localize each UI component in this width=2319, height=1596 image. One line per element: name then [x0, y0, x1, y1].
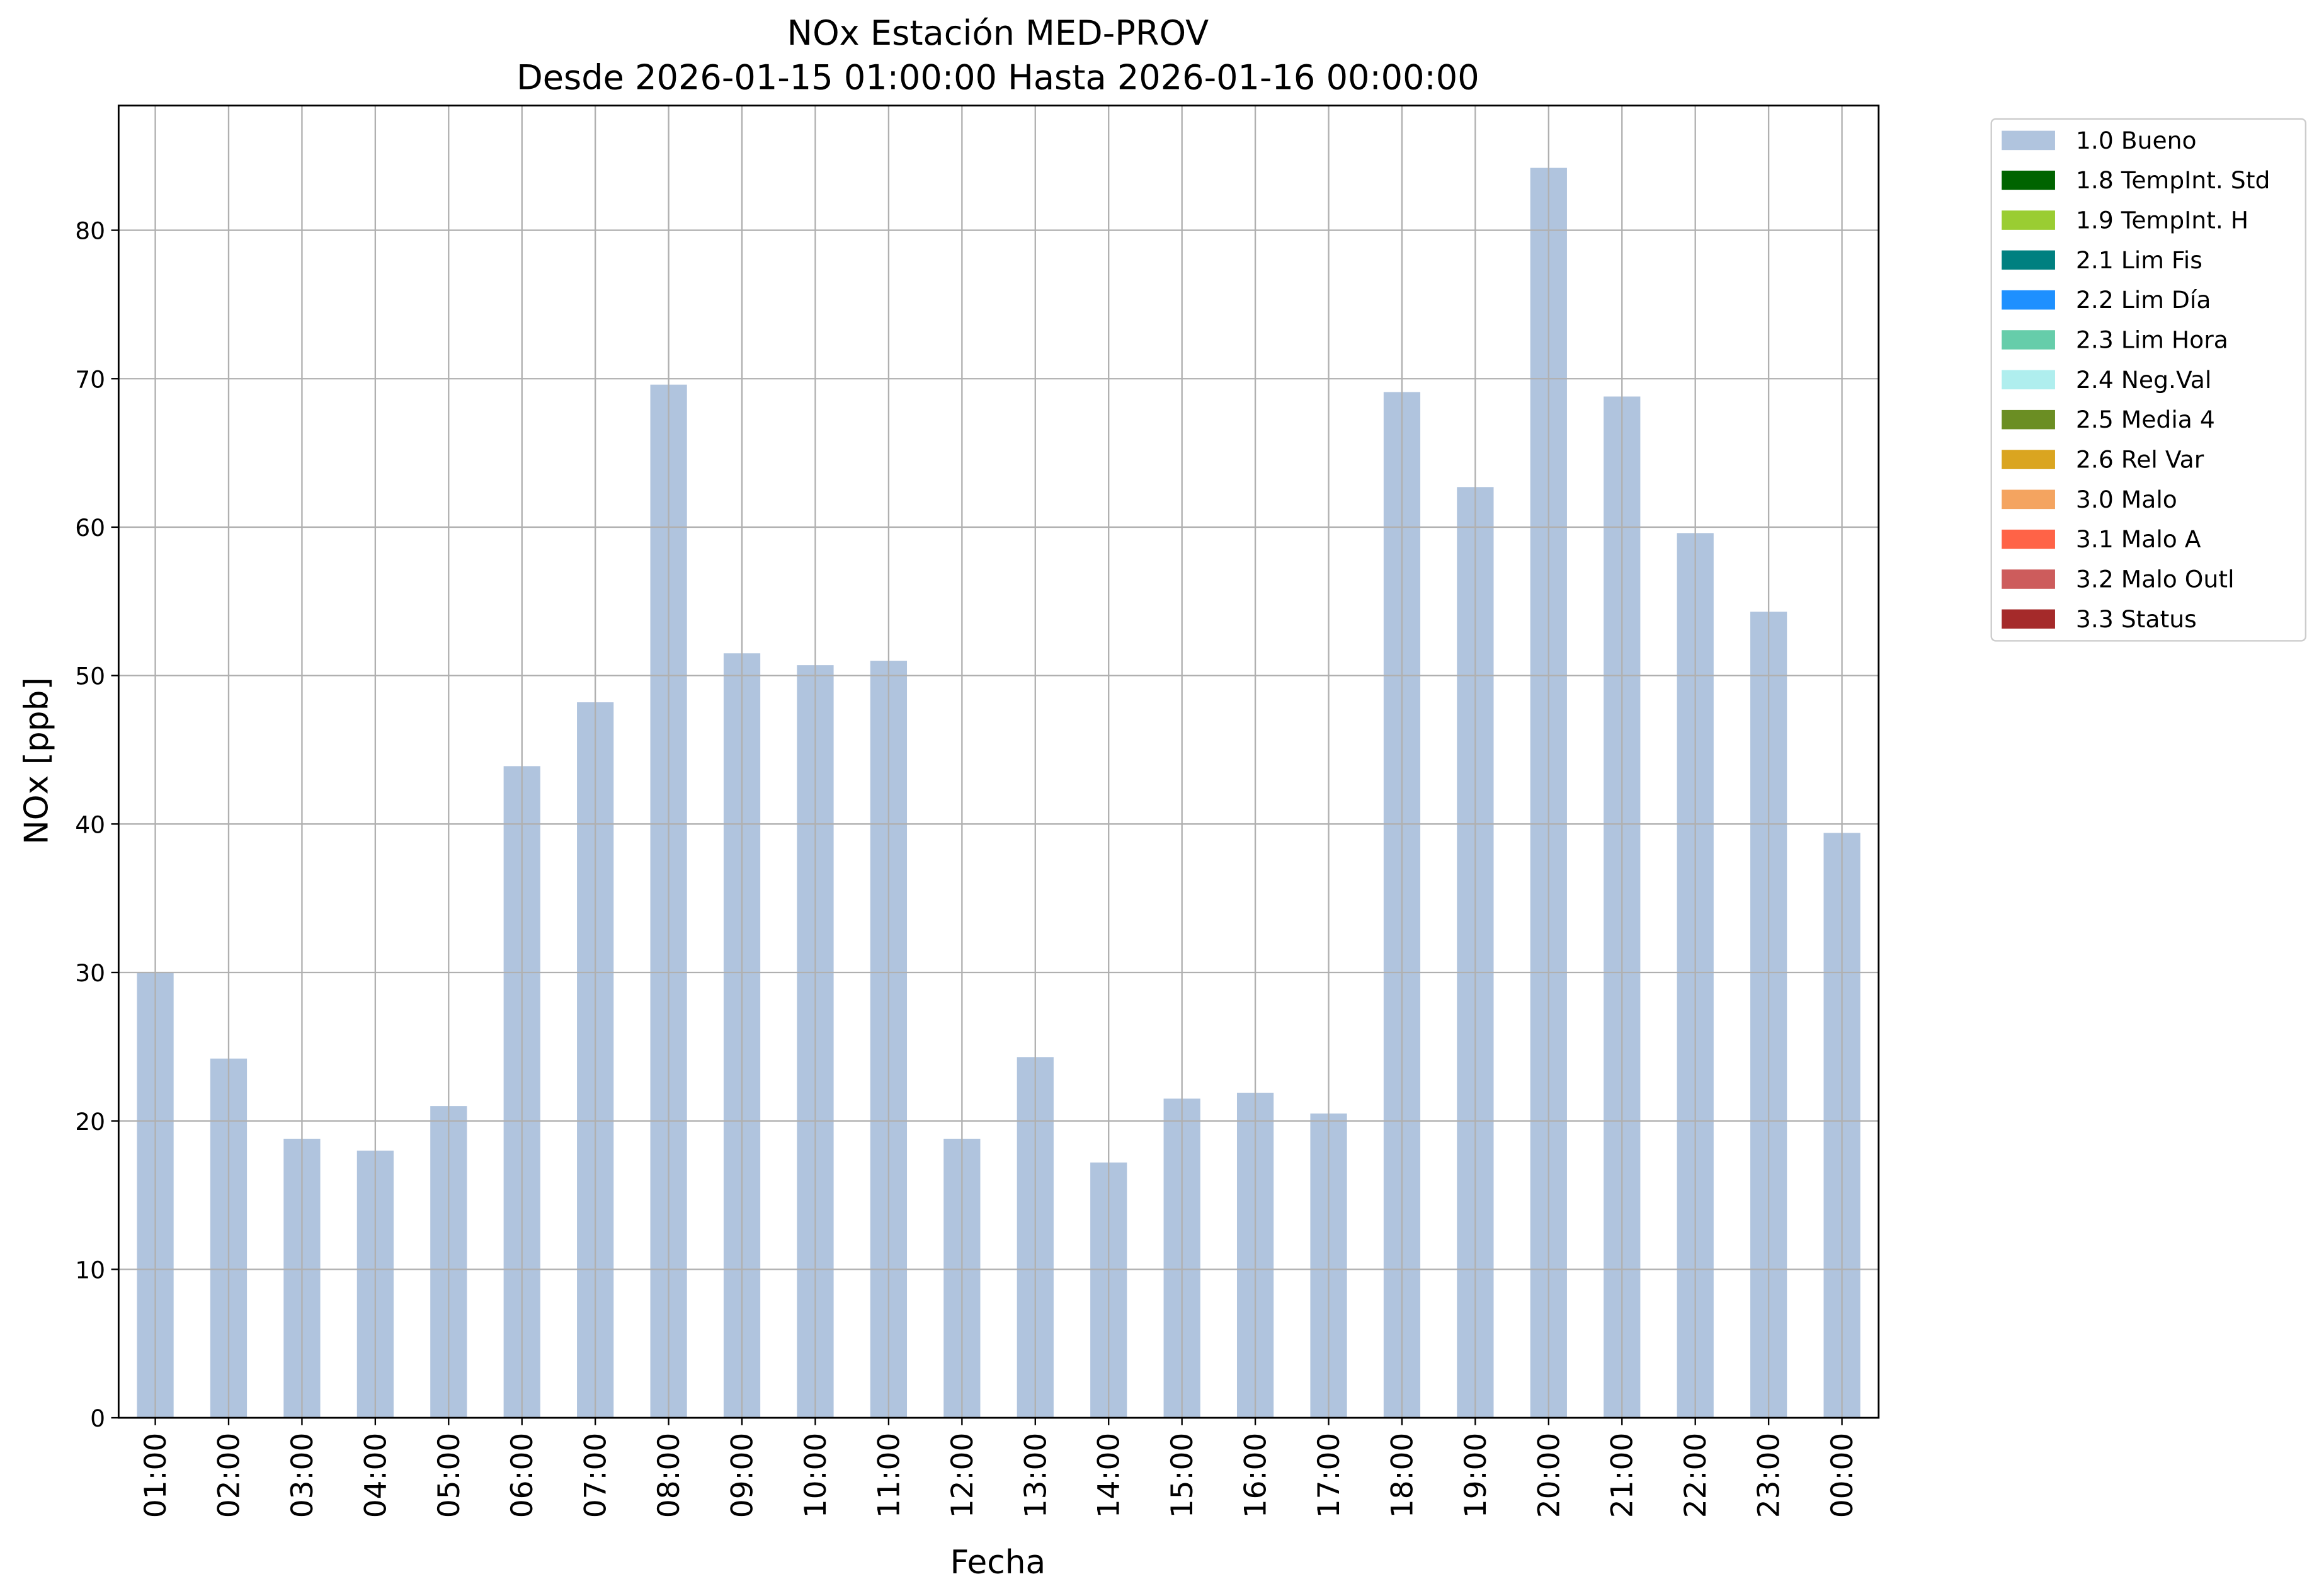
- legend-label: 1.9 TempInt. H: [2076, 207, 2248, 234]
- x-tick-label: 09:00: [726, 1433, 760, 1519]
- x-tick-label: 22:00: [1678, 1433, 1713, 1519]
- x-tick-label: 05:00: [432, 1433, 467, 1519]
- x-tick-label: 15:00: [1165, 1433, 1200, 1519]
- legend-swatch: [2002, 290, 2055, 310]
- x-tick-label: 21:00: [1605, 1433, 1640, 1519]
- x-tick-label: 12:00: [945, 1433, 980, 1519]
- x-tick-label: 03:00: [285, 1433, 320, 1519]
- x-tick-label: 11:00: [872, 1433, 906, 1519]
- legend-box: [1990, 118, 2306, 642]
- legend-swatch: [2002, 210, 2055, 230]
- x-tick-label: 04:00: [358, 1433, 393, 1519]
- legend-swatch: [2002, 170, 2055, 190]
- x-tick-label: 00:00: [1825, 1433, 1860, 1519]
- x-tick-label: 06:00: [505, 1433, 540, 1519]
- legend-label: 2.5 Media 4: [2076, 406, 2215, 433]
- legend-swatch: [2002, 130, 2055, 151]
- legend-swatch: [2002, 450, 2055, 469]
- x-tick-label: 18:00: [1385, 1433, 1420, 1519]
- legend-label: 1.0 Bueno: [2076, 127, 2197, 154]
- chart-subtitle: Desde 2026-01-15 01:00:00 Hasta 2026-01-…: [516, 58, 1479, 98]
- legend-swatch: [2002, 569, 2055, 589]
- y-tick-label: 50: [75, 663, 105, 690]
- x-axis-label: Fecha: [950, 1544, 1046, 1582]
- x-tick-label: 19:00: [1459, 1433, 1493, 1519]
- legend-label: 3.1 Malo A: [2076, 525, 2201, 553]
- x-tick-label: 17:00: [1312, 1433, 1347, 1519]
- plot-frame: [117, 105, 1880, 1419]
- x-tick-label: 13:00: [1018, 1433, 1053, 1519]
- legend-swatch: [2002, 529, 2055, 549]
- legend-swatch: [2002, 330, 2055, 350]
- legend-label: 3.3 Status: [2076, 605, 2197, 633]
- legend-label: 2.2 Lim Día: [2076, 286, 2211, 314]
- chart-title: NOx Estación MED-PROV: [787, 13, 1209, 53]
- legend-label: 3.2 Malo Outl: [2076, 565, 2235, 593]
- y-tick-label: 30: [75, 959, 105, 987]
- y-axis-label: NOx [ppb]: [18, 677, 55, 845]
- legend-label: 2.1 Lim Fis: [2076, 246, 2202, 274]
- x-tick-label: 20:00: [1532, 1433, 1566, 1519]
- x-tick-label: 02:00: [212, 1433, 246, 1519]
- legend-label: 2.4 Neg.Val: [2076, 366, 2211, 394]
- y-tick-label: 70: [75, 365, 105, 393]
- x-tick-label: 16:00: [1239, 1433, 1273, 1519]
- y-tick-label: 20: [75, 1108, 105, 1136]
- legend-label: 3.0 Malo: [2076, 486, 2177, 513]
- legend-swatch: [2002, 250, 2055, 270]
- legend-label: 2.6 Rel Var: [2076, 445, 2204, 473]
- legend-swatch: [2002, 409, 2055, 430]
- legend-swatch: [2002, 609, 2055, 629]
- x-tick-label: 14:00: [1092, 1433, 1127, 1519]
- y-tick-label: 80: [75, 217, 105, 245]
- x-tick-label: 07:00: [579, 1433, 613, 1519]
- x-tick-label: 23:00: [1752, 1433, 1787, 1519]
- legend-label: 1.8 TempInt. Std: [2076, 166, 2270, 194]
- x-tick-label: 10:00: [799, 1433, 833, 1519]
- x-tick-label: 01:00: [139, 1433, 173, 1519]
- y-tick-label: 10: [75, 1257, 105, 1284]
- y-tick-label: 0: [90, 1405, 105, 1432]
- legend-label: 2.3 Lim Hora: [2076, 326, 2228, 353]
- legend-swatch: [2002, 370, 2055, 390]
- legend-swatch: [2002, 489, 2055, 510]
- y-tick-label: 40: [75, 811, 105, 838]
- x-tick-label: 08:00: [652, 1433, 687, 1519]
- y-tick-label: 60: [75, 514, 105, 542]
